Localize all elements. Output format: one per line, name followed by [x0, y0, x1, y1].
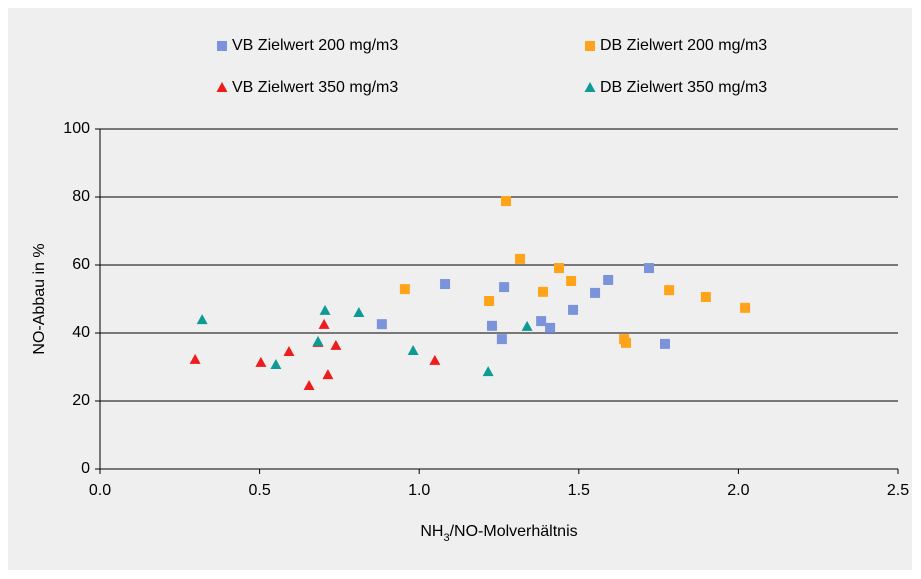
point: [496, 334, 507, 345]
point: [189, 353, 201, 364]
point: [659, 338, 670, 349]
point: [376, 319, 387, 330]
point: [554, 263, 565, 274]
point: [644, 263, 655, 274]
x-axis-label-part: /NO-Molverhältnis: [450, 523, 578, 540]
y-tick-label: 20: [72, 392, 90, 409]
point: [590, 287, 601, 298]
point: [740, 302, 751, 313]
y-tick-label: 0: [81, 460, 90, 477]
point: [330, 339, 342, 350]
legend-label: VB Zielwert 350 mg/m3: [232, 79, 398, 96]
point: [521, 320, 533, 331]
x-axis-label-part: NH: [420, 523, 443, 540]
point: [283, 346, 295, 357]
point: [270, 358, 282, 369]
point: [515, 253, 526, 264]
x-tick-label: 2.0: [727, 482, 749, 499]
point: [664, 285, 675, 296]
x-tick-label: 1.5: [568, 482, 590, 499]
point: [621, 337, 632, 348]
y-tick-label: 80: [72, 188, 90, 205]
point: [536, 316, 547, 327]
y-tick-label: 40: [72, 324, 90, 341]
point: [545, 322, 556, 333]
point: [196, 314, 208, 325]
x-tick-label: 2.5: [887, 482, 909, 499]
point: [255, 356, 267, 367]
legend-marker: [217, 41, 227, 51]
legend-marker: [585, 41, 595, 51]
y-tick-label: 60: [72, 256, 90, 273]
point: [399, 284, 410, 295]
point: [318, 318, 330, 329]
point: [407, 345, 419, 356]
point: [353, 306, 365, 317]
legend-marker: [216, 82, 228, 92]
y-axis-label: NO-Abbau in %: [31, 243, 48, 354]
chart-background: [8, 8, 912, 570]
point: [440, 279, 451, 290]
x-tick-label: 0.5: [248, 482, 270, 499]
point: [486, 320, 497, 331]
point: [303, 380, 315, 391]
point: [499, 282, 510, 293]
x-tick-label: 0.0: [89, 482, 111, 499]
x-axis-label: NH3/NO-Molverhältnis: [420, 523, 577, 544]
legend-label: VB Zielwert 200 mg/m3: [232, 37, 398, 54]
legend-label: DB Zielwert 200 mg/m3: [600, 37, 767, 54]
point: [501, 196, 512, 207]
x-tick-label: 1.0: [408, 482, 430, 499]
point: [429, 354, 441, 365]
point: [538, 286, 549, 297]
point: [603, 274, 614, 285]
point: [566, 275, 577, 286]
point: [700, 291, 711, 302]
x-axis-label-sub: 3: [443, 532, 449, 544]
point: [322, 369, 334, 380]
legend-marker: [584, 82, 596, 92]
point: [482, 366, 494, 377]
point: [484, 296, 495, 307]
point: [312, 335, 324, 346]
legend-label: DB Zielwert 350 mg/m3: [600, 79, 767, 96]
y-tick-label: 100: [63, 120, 90, 137]
point: [568, 304, 579, 315]
point: [319, 304, 331, 315]
